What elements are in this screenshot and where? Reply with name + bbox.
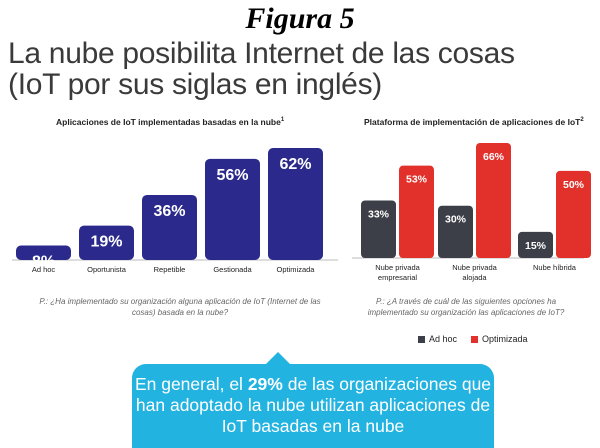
chart1-question: P.: ¿Ha implementado su organización alg… bbox=[39, 297, 321, 317]
chart2-title: Plataforma de implementación de aplicaci… bbox=[364, 117, 584, 127]
chart1-category-label: Gestionada bbox=[213, 265, 252, 274]
chart2-bar-nube-privada-alojada-ad-hoc bbox=[438, 205, 473, 258]
callout-pointer bbox=[264, 352, 292, 366]
chart2-bar-nube-privada-empresarial-optimizada bbox=[399, 165, 434, 258]
chart2-value-label: 15% bbox=[525, 240, 547, 252]
chart1-bar-optimizada bbox=[268, 148, 323, 260]
chart1-category-label: Ad hoc bbox=[32, 265, 56, 274]
chart2-bar-nube-privada-alojada-optimizada bbox=[476, 143, 511, 258]
chart1-title: Aplicaciones de IoT implementadas basada… bbox=[56, 117, 284, 127]
chart1-value-label: 62% bbox=[279, 156, 311, 173]
chart1-bar-ad-hoc bbox=[16, 245, 71, 260]
legend-label-optimizada: Optimizada bbox=[482, 334, 528, 344]
chart2-question: P.: ¿A través de cuál de las siguientes … bbox=[367, 297, 565, 317]
chart1-value-label: 36% bbox=[153, 203, 185, 220]
chart1-value-label: 56% bbox=[216, 167, 248, 184]
chart1-footnote: 1 bbox=[280, 117, 285, 124]
chart1-bar-repetible bbox=[142, 194, 197, 260]
chart2-category-label: Nube privada bbox=[452, 263, 497, 272]
chart2-title-text: Plataforma de implementación de aplicaci… bbox=[364, 117, 581, 127]
chart2-legend: Ad hoc Optimizada bbox=[418, 334, 528, 344]
chart2-category-label: Nube privada bbox=[375, 263, 420, 272]
chart1-title-text: Aplicaciones de IoT implementadas basada… bbox=[56, 117, 281, 127]
legend-item-ad-hoc: Ad hoc bbox=[418, 334, 457, 344]
callout-text-post: de las organizaciones que han adoptado l… bbox=[135, 374, 492, 436]
legend-item-optimizada: Optimizada bbox=[471, 334, 528, 344]
chart1-category-label: Optimizada bbox=[277, 265, 316, 274]
chart1-value-label: 19% bbox=[90, 234, 122, 251]
chart2-bar-nube-privada-empresarial-ad-hoc bbox=[361, 200, 396, 258]
main-title-line-1: La nube posibilita Internet de las cosas bbox=[8, 37, 515, 70]
chart1-bar-gestionada bbox=[205, 158, 260, 260]
chart2-value-label: 66% bbox=[483, 151, 505, 163]
chart2-value-label: 53% bbox=[406, 174, 428, 186]
figure-title: Figura 5 bbox=[245, 2, 355, 35]
chart2-value-label: 33% bbox=[368, 209, 390, 221]
main-title: La nube posibilita Internet de las cosas… bbox=[8, 38, 568, 100]
chart2-category-label: Nube híbrida bbox=[533, 263, 577, 272]
chart2-category-label: alojada bbox=[462, 273, 487, 282]
chart2-bar-nube-hibrida-optimizada bbox=[556, 170, 591, 258]
legend-swatch-ad-hoc bbox=[418, 335, 425, 343]
legend-swatch-optimizada bbox=[471, 335, 479, 343]
callout-text-pre: En general, el bbox=[134, 374, 248, 394]
chart1-value-label: 8% bbox=[32, 254, 55, 271]
chart1-bar-oportunista bbox=[79, 225, 134, 260]
chart2-bar-nube-hibrida-ad-hoc bbox=[518, 231, 553, 258]
summary-callout: En general, el 29% de las organizaciones… bbox=[132, 364, 494, 448]
chart2-category-label: empresarial bbox=[378, 273, 418, 282]
chart2-value-label: 50% bbox=[563, 179, 585, 191]
main-title-line-2: (IoT por sus siglas en inglés) bbox=[8, 68, 382, 101]
callout-highlight: 29% bbox=[247, 374, 283, 394]
chart2-footnote: 2 bbox=[580, 117, 584, 124]
chart2-value-label: 30% bbox=[445, 214, 467, 226]
chart1-category-label: Repetible bbox=[154, 265, 186, 274]
chart1-category-label: Oportunista bbox=[87, 265, 127, 274]
legend-label-ad-hoc: Ad hoc bbox=[429, 334, 458, 344]
